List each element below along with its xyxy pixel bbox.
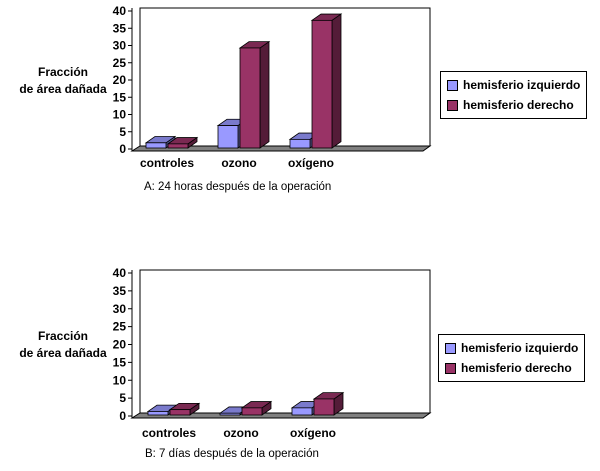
bar-ozono-series-0	[219, 412, 241, 416]
bar-side	[331, 13, 342, 149]
y-tick-label: 0	[119, 409, 126, 423]
legend-label-left: hemisferio izquierdo	[461, 341, 579, 355]
y-tick-label: 0	[119, 142, 126, 156]
bar-oxígeno-series-1	[311, 19, 333, 149]
legend-item-right: hemisferio derecho	[447, 95, 580, 115]
bar-ozono-series-1	[241, 407, 263, 416]
chart-caption: A: 24 horas después de la operación	[144, 181, 332, 193]
bar-controles-series-1	[169, 409, 191, 416]
bar-oxígeno-series-0	[291, 407, 313, 416]
chart-caption: B: 7 días después de la operación	[145, 448, 319, 460]
bar-controles-series-1	[167, 143, 189, 149]
bar-oxígeno-series-0	[289, 138, 311, 149]
y-tick-label: 30	[113, 39, 127, 53]
y-tick-label: 40	[113, 4, 127, 18]
legend-item-right: hemisferio derecho	[445, 358, 578, 378]
y-tick-label: 15	[113, 90, 127, 104]
y-axis-label: Fracción de área dañada	[8, 64, 118, 98]
y-tick-label: 20	[113, 73, 127, 87]
plot-area-wall	[139, 7, 431, 147]
chart-b-plot: 0 5 10 15 20 25 30 35 40 controles ozono oxígeno	[113, 266, 432, 440]
legend-swatch-right	[445, 362, 456, 374]
y-tick-label: 35	[113, 21, 127, 35]
y-tick-label: 10	[113, 108, 127, 122]
y-tick-label: 15	[113, 355, 127, 369]
bar-controles-series-0	[145, 142, 167, 149]
chart-a-plot: 0 5 10 15 20 25 30 35 40 controles ozono oxígeno	[113, 4, 432, 170]
y-tick-label: 5	[119, 391, 126, 405]
bar-ozono-series-1	[239, 47, 261, 149]
y-tick-label: 35	[113, 284, 127, 298]
y-axis-label-line-2: de área dañada	[19, 346, 107, 360]
chart-panel-b: Fracción de área dañada 0 5 10 15 20 25 30 35 40…	[0, 262, 600, 471]
bar-controles-series-0	[147, 411, 169, 416]
x-category-label: ozono	[223, 426, 258, 440]
y-axis-label-line-1: Fracción	[37, 65, 88, 79]
chart-panel-a: Fracción de área dañada 0 5 10 15 20 25 30 35 40…	[0, 0, 600, 200]
legend: hemisferio izquierdo hemisferio derecho	[440, 71, 588, 119]
x-category-label: controles	[142, 426, 196, 440]
legend-label-left: hemisferio izquierdo	[463, 78, 581, 92]
legend-item-left: hemisferio izquierdo	[445, 338, 578, 358]
legend-label-right: hemisferio derecho	[461, 361, 572, 375]
y-tick-label: 30	[113, 302, 127, 316]
y-tick-label: 25	[113, 56, 127, 70]
legend-swatch-left	[447, 79, 458, 91]
x-category-label: oxígeno	[288, 156, 334, 170]
y-tick-label: 20	[113, 338, 127, 352]
x-category-label: controles	[140, 156, 194, 170]
y-tick-label: 10	[113, 373, 127, 387]
legend-swatch-left	[445, 342, 456, 354]
x-category-label: oxígeno	[290, 426, 336, 440]
legend-item-left: hemisferio izquierdo	[447, 75, 580, 95]
y-tick-label: 25	[113, 320, 127, 334]
y-axis-label-line-2: de área dañada	[19, 82, 107, 96]
y-axis-label: Fracción de área dañada	[8, 328, 118, 362]
bar-side	[259, 40, 270, 149]
x-category-label: ozono	[221, 156, 256, 170]
bar-ozono-series-0	[217, 125, 239, 149]
y-tick-label: 5	[119, 125, 126, 139]
plot-floor	[130, 412, 432, 419]
y-axis-label-line-1: Fracción	[37, 329, 88, 343]
legend-swatch-right	[447, 99, 458, 111]
y-tick-label: 40	[113, 266, 127, 280]
plot-area-wall	[139, 269, 431, 414]
legend-label-right: hemisferio derecho	[463, 98, 574, 112]
plot-floor	[130, 145, 432, 152]
legend: hemisferio izquierdo hemisferio derecho	[438, 334, 586, 382]
bar-oxígeno-series-1	[313, 398, 335, 416]
